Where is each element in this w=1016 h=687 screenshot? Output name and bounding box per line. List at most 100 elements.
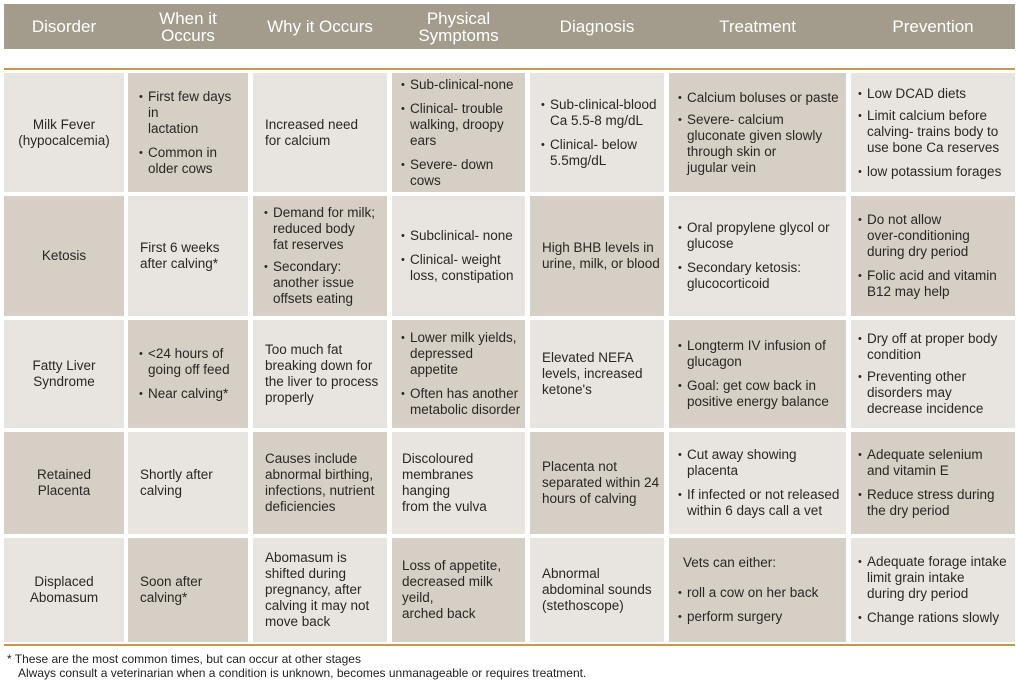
diagnosis-text-line: ketone's (542, 382, 592, 397)
cell-prevention: Low DCAD diets Limit calcium beforecalvin… (851, 73, 1015, 192)
disorder-text-line: Ketosis (41, 248, 87, 263)
why-text-line: offsets eating (273, 291, 354, 306)
header-why: Why it Occurs (253, 4, 387, 49)
symptoms-text-line: from the vulva (402, 499, 487, 514)
why-text-line: Demand for milk; (273, 205, 376, 220)
treatment-text-line: gluconate given slowly (687, 127, 823, 143)
cell-disorder: Retained Placenta (4, 432, 124, 534)
prevention-text-line: condition (867, 347, 922, 362)
when-text-line: First few days in (148, 88, 232, 120)
bullet-item: Change rations slowly (857, 610, 1011, 626)
header-why-label: Why it Occurs (267, 17, 373, 36)
diagnosis-text-line: hours of calving (542, 491, 637, 506)
header-diagnosis: Diagnosis (530, 4, 664, 49)
why-text-line: the liver to process (265, 374, 379, 389)
prevention-text-line: use bone Ca reserves (867, 139, 1000, 155)
cell-disorder: Milk Fever (hypocalcemia) (4, 73, 124, 192)
why-text-line: infections, nutrient (265, 483, 375, 498)
diagnosis-text-line: (stethoscope) (542, 598, 624, 613)
prevention-text-line: limit grain intake (867, 570, 965, 585)
prevention-bullet-list: Low DCAD diets Limit calcium beforecalvin… (857, 86, 1011, 180)
treatment-text-line: Cut away showing (687, 447, 797, 462)
symptoms-text-line: Clinical- weight (410, 252, 501, 267)
disorder-name: Fatty Liver Syndrome (32, 358, 95, 390)
when-text-line: Soon after (140, 574, 203, 589)
why-text-line: pregnancy, after (265, 582, 362, 597)
cell-treatment: Vets can either: roll a cow on her back pe… (669, 538, 846, 642)
cell-when: Soon after calving* (128, 538, 248, 642)
prevention-text-line: during dry period (867, 586, 969, 601)
diagnosis-text: Elevated NEFA levels, increased ketone's (540, 350, 660, 398)
symptoms-text-line: arched back (402, 606, 476, 621)
disorder-name: Retained Placenta (37, 467, 91, 499)
bullet-item: Near calving* (138, 386, 244, 402)
diagnosis-text-line: Sub-clinical-blood (550, 96, 657, 112)
header-disorder-label: Disorder (31, 17, 97, 36)
cell-why: Abomasum is shifted during pregnancy, afte… (253, 538, 387, 642)
prevention-text-line: during dry period (867, 244, 969, 259)
disorder-name: Displaced Abomasum (30, 574, 98, 606)
prevention-text-line: Adequate selenium (867, 447, 983, 462)
diagnosis-text-line: abdominal sounds (542, 582, 652, 597)
prevention-text-line: Low DCAD diets (867, 85, 967, 101)
why-text-line: calving it may not (265, 598, 370, 613)
prevention-text-line: Adequate forage intake (867, 554, 1007, 569)
why-text-line: Abomasum is (265, 550, 347, 565)
treatment-text-line: jugular vein (687, 159, 757, 175)
bullet-item: Low DCAD diets (857, 86, 1011, 102)
when-text: Soon after calving* (138, 574, 244, 606)
symptoms-text-line: Subclinical- none (410, 228, 513, 243)
cell-diagnosis: Elevated NEFA levels, increased ketone's (530, 320, 664, 428)
cell-treatment: Calcium boluses or paste Severe- calciumg… (669, 73, 846, 192)
disorder-text-line: (hypocalcemia) (18, 132, 110, 148)
bullet-item: Subclinical- none (400, 228, 521, 244)
diagnosis-text-line: Elevated NEFA (542, 350, 634, 365)
diagnosis-text: High BHB levels in urine, milk, or blood (540, 240, 660, 272)
diagnosis-text: Placenta not separated within 24 hours of … (540, 459, 660, 507)
why-text-line: Secondary: (273, 259, 342, 274)
symptoms-bullet-list: Sub-clinical-none Clinical- troublewalkin… (400, 77, 521, 189)
prevention-text-line: Dry off at proper body (867, 331, 998, 346)
disorder-text-line: Placenta (37, 483, 91, 498)
header-disorder: Disorder (4, 4, 124, 49)
bullet-item: Sub-clinical-none (400, 77, 521, 93)
why-text: Abomasum is shifted during pregnancy, afte… (263, 550, 383, 630)
diagnosis-text: Abnormal abdominal sounds (stethoscope) (540, 566, 660, 614)
header-physical-line2: Symptoms (418, 25, 499, 45)
bullet-item: Calcium boluses or paste (677, 90, 842, 106)
treatment-text-line: Calcium boluses or paste (687, 89, 839, 105)
when-text-line: Near calving* (148, 386, 229, 401)
treatment-text-line: through skin or (687, 143, 777, 159)
treatment-text-line: glucose (687, 236, 734, 251)
why-text-line: fat reserves (273, 237, 344, 252)
symptoms-text: Loss of appetite, decreased milk yeild, ar… (400, 558, 521, 622)
diagnosis-text-line: Placenta not (542, 459, 618, 474)
footnote-consult: Always consult a veterinarian when a con… (18, 666, 587, 680)
header-when-line2: Occurs (161, 25, 215, 45)
when-text-line: calving* (140, 590, 188, 605)
why-text-line: Causes include (265, 451, 358, 466)
cell-disorder: Displaced Abomasum (4, 538, 124, 642)
symptoms-text-line: membranes (402, 467, 474, 482)
disorder-text-line: Fatty Liver (32, 358, 96, 373)
why-text-line: deficiencies (265, 499, 336, 514)
table-header: Disorder When it Occurs Why it Occurs Ph… (4, 4, 1015, 49)
why-text-line: abnormal birthing, (265, 467, 374, 482)
header-when: When it Occurs (128, 4, 248, 49)
treatment-text-line: within 6 days call a vet (687, 503, 823, 518)
cell-when: Shortly after calving (128, 432, 248, 534)
